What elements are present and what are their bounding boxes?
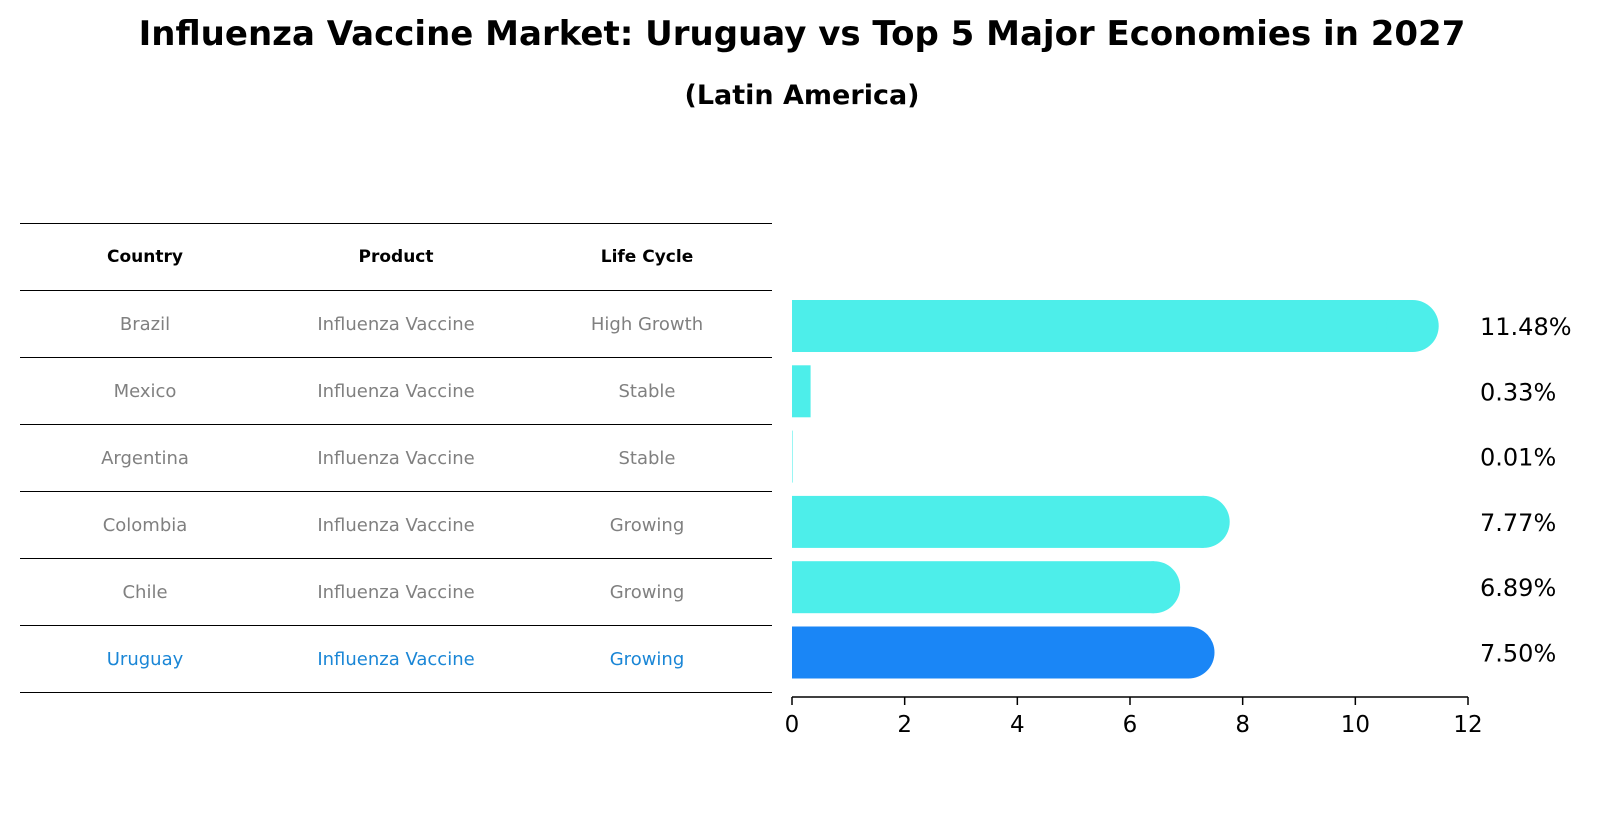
country-cell: Chile bbox=[122, 581, 168, 603]
x-tick-label: 0 bbox=[785, 712, 800, 738]
x-tick-label: 12 bbox=[1453, 712, 1482, 738]
header-product: Product bbox=[358, 247, 434, 267]
bar-uruguay bbox=[792, 626, 1189, 679]
bar-mexico bbox=[792, 365, 811, 418]
x-tick-label: 4 bbox=[1010, 712, 1025, 738]
country-cell: Uruguay bbox=[106, 648, 184, 670]
bar-colombia bbox=[792, 495, 1204, 548]
table-row: Brazil Influenza Vaccine High Growth bbox=[20, 290, 772, 357]
chart-subtitle: (Latin America) bbox=[684, 80, 920, 111]
header-country: Country bbox=[107, 247, 183, 267]
table-row-highlighted: Uruguay Influenza Vaccine Growing bbox=[20, 625, 772, 693]
country-cell: Mexico bbox=[113, 380, 177, 402]
country-cell: Argentina bbox=[101, 447, 189, 469]
product-cell: Influenza Vaccine bbox=[317, 313, 475, 335]
bar-cap-chile bbox=[1128, 561, 1181, 614]
x-tick-label: 2 bbox=[897, 712, 912, 738]
bar-brazil bbox=[792, 300, 1413, 352]
life-cycle-cell: Stable bbox=[618, 447, 676, 469]
x-tick-label: 10 bbox=[1341, 712, 1370, 738]
product-cell: Influenza Vaccine bbox=[317, 648, 475, 670]
data-label: 7.77% bbox=[1480, 509, 1556, 537]
bar-cap-uruguay bbox=[1162, 626, 1215, 679]
country-cell: Colombia bbox=[102, 514, 188, 536]
chart-title: Influenza Vaccine Market: Uruguay vs Top… bbox=[138, 14, 1466, 54]
product-cell: Influenza Vaccine bbox=[317, 514, 475, 536]
life-cycle-cell: Growing bbox=[609, 648, 685, 670]
country-cell: Brazil bbox=[119, 313, 171, 335]
x-tick-label: 6 bbox=[1123, 712, 1138, 738]
data-label: 6.89% bbox=[1480, 574, 1556, 602]
table-row: Mexico Influenza Vaccine Stable bbox=[20, 357, 772, 424]
data-label: 11.48% bbox=[1480, 313, 1572, 341]
bar-cap-colombia bbox=[1177, 495, 1230, 548]
product-cell: Influenza Vaccine bbox=[317, 380, 475, 402]
data-label: 0.33% bbox=[1480, 378, 1556, 406]
table-row: Colombia Influenza Vaccine Growing bbox=[20, 491, 772, 558]
table-row: Argentina Influenza Vaccine Stable bbox=[20, 424, 772, 491]
data-label: 0.01% bbox=[1480, 444, 1556, 472]
life-cycle-cell: Stable bbox=[618, 380, 676, 402]
data-label: 7.50% bbox=[1480, 640, 1556, 668]
bar-argentina bbox=[792, 430, 793, 483]
table-row: Chile Influenza Vaccine Growing bbox=[20, 558, 772, 625]
product-cell: Influenza Vaccine bbox=[317, 447, 475, 469]
table-header-row: Country Product Life Cycle bbox=[20, 223, 772, 290]
life-cycle-cell: Growing bbox=[609, 581, 685, 603]
header-life-cycle: Life Cycle bbox=[600, 247, 694, 267]
life-cycle-cell: Growing bbox=[609, 514, 685, 536]
product-cell: Influenza Vaccine bbox=[317, 581, 475, 603]
country-table: Country Product Life Cycle Brazil Influe… bbox=[20, 223, 772, 693]
x-tick-label: 8 bbox=[1235, 712, 1250, 738]
bar-chile bbox=[792, 561, 1155, 614]
life-cycle-cell: High Growth bbox=[590, 313, 704, 335]
bar-cap-brazil bbox=[1386, 300, 1439, 352]
